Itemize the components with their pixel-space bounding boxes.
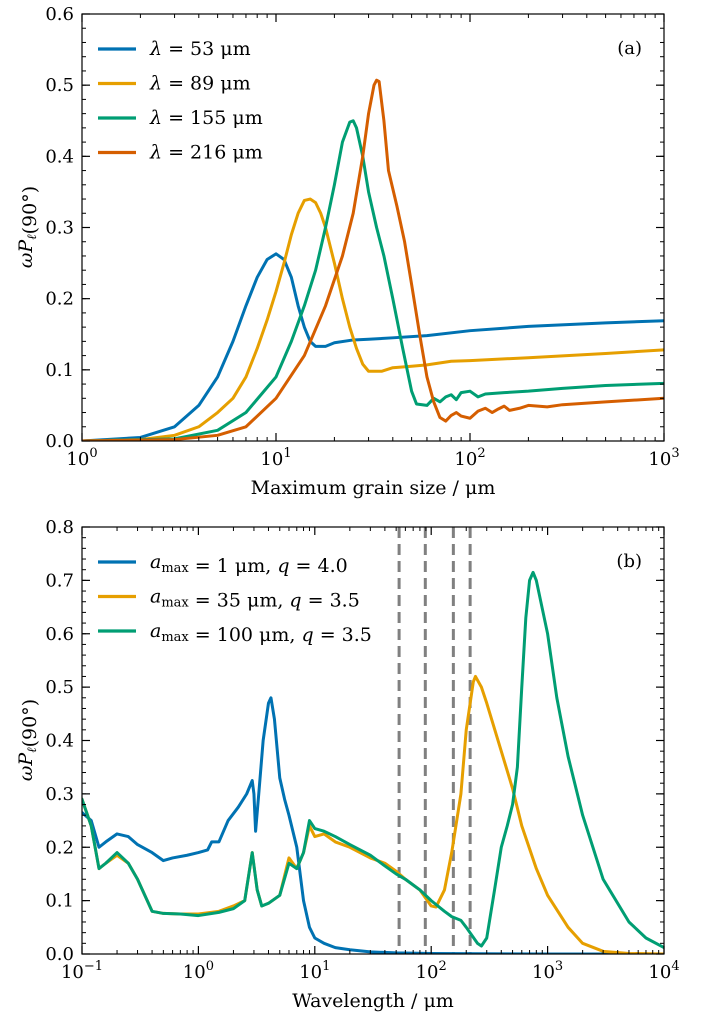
x-tick-label: 100 (183, 959, 214, 983)
y-tick-label: 0.8 (45, 517, 74, 538)
panel-b: 10−1 100 101 102 103 1040.00.10.20.30.40.50.6… (15, 517, 680, 1012)
legend-label: λ = 216 μm (149, 142, 263, 164)
panel-a: 100 101 102 1030.00.10.20.30.40.50.6Maximum… (15, 4, 680, 499)
series-line-2 (82, 572, 664, 947)
legend-label: λ = 155 μm (149, 107, 263, 129)
x-tick-label: 104 (648, 959, 679, 983)
panel-label: (b) (616, 551, 642, 572)
y-tick-label: 0.4 (45, 731, 74, 752)
legend-label: amax = 100 μm, q = 3.5 (150, 620, 372, 646)
y-tick-label: 0.3 (45, 218, 74, 239)
y-tick-label: 0.2 (45, 837, 74, 858)
y-axis-label: ωPℓ(90°) (15, 699, 41, 781)
y-tick-label: 0.1 (45, 891, 74, 912)
x-tick-label: 103 (532, 959, 563, 983)
y-tick-label: 0.3 (45, 784, 74, 805)
y-tick-label: 0.4 (45, 146, 74, 167)
plot-frame (82, 527, 664, 954)
series-line-0 (82, 698, 664, 954)
y-tick-label: 0.6 (45, 624, 74, 645)
legend-label: λ = 89 μm (149, 73, 251, 95)
x-tick-label: 103 (648, 446, 679, 470)
y-tick-label: 0.0 (45, 944, 74, 965)
legend: amax = 1 μm, q = 4.0 amax = 35 μm, q = 3.… (98, 551, 372, 646)
y-axis-label: ωPℓ(90°) (15, 186, 41, 268)
y-tick-label: 0.6 (45, 4, 74, 25)
legend-label: λ = 53 μm (149, 38, 251, 60)
legend-label: amax = 1 μm, q = 4.0 (150, 551, 348, 577)
y-tick-label: 0.7 (45, 570, 74, 591)
y-tick-label: 0.2 (45, 289, 74, 310)
legend-label: amax = 35 μm, q = 3.5 (150, 586, 360, 612)
series-line-0 (82, 254, 664, 441)
y-tick-label: 0.5 (45, 75, 74, 96)
x-axis-label: Maximum grain size / μm (251, 477, 496, 499)
x-tick-label: 102 (454, 446, 485, 470)
x-tick-label: 101 (299, 959, 330, 983)
x-tick-label: 101 (260, 446, 291, 470)
x-tick-label: 102 (416, 959, 447, 983)
panel-label: (a) (617, 38, 642, 59)
x-axis-label: Wavelength / μm (292, 990, 454, 1012)
y-tick-label: 0.5 (45, 677, 74, 698)
legend: λ = 53 μm λ = 89 μm λ = 155 μm λ = 216 μm (98, 38, 263, 164)
y-tick-label: 0.1 (45, 360, 74, 381)
y-tick-label: 0.0 (45, 431, 74, 452)
series-line-2 (82, 121, 664, 441)
